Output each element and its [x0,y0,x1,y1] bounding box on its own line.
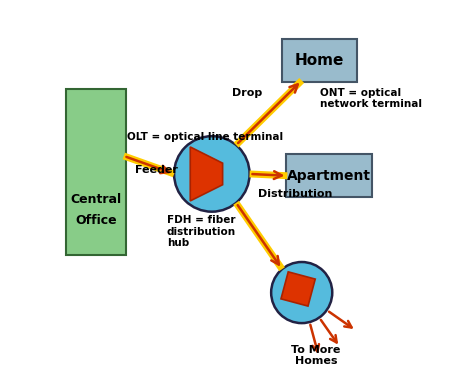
FancyBboxPatch shape [285,154,372,197]
Polygon shape [190,147,223,201]
Text: To More
Homes: To More Homes [292,345,341,366]
Text: Feeder: Feeder [135,165,178,175]
Text: Distribution: Distribution [258,189,332,199]
Text: Home: Home [295,53,345,68]
Text: OLT = optical line terminal: OLT = optical line terminal [128,132,283,142]
FancyBboxPatch shape [282,39,357,82]
FancyBboxPatch shape [66,89,126,255]
Text: Central: Central [70,193,121,206]
Text: Drop: Drop [232,88,263,98]
Text: ONT = optical
network terminal: ONT = optical network terminal [319,88,422,109]
Text: Office: Office [75,214,117,227]
Text: Apartment: Apartment [287,169,371,183]
Circle shape [271,262,332,323]
Circle shape [174,136,250,212]
Text: FDH = fiber
distribution
hub: FDH = fiber distribution hub [167,215,236,249]
Polygon shape [281,272,315,306]
